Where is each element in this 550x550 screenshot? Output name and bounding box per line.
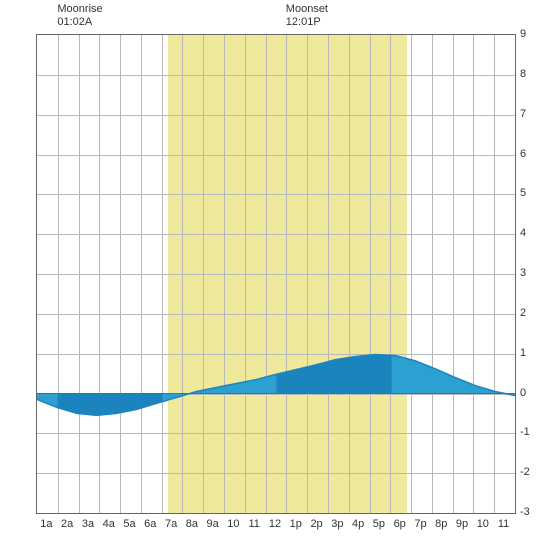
x-tick: 5a xyxy=(123,518,135,530)
y-tick: 7 xyxy=(520,108,526,120)
x-tick: 4p xyxy=(352,518,364,530)
x-tick: 3a xyxy=(82,518,94,530)
y-tick: 2 xyxy=(520,307,526,319)
moonrise-label: Moonrise 01:02A xyxy=(57,3,102,29)
x-tick: 5p xyxy=(373,518,385,530)
x-tick: 8p xyxy=(435,518,447,530)
y-tick: 9 xyxy=(520,28,526,40)
y-tick: 0 xyxy=(520,387,526,399)
moonset-label: Moonset 12:01P xyxy=(286,3,328,29)
x-tick: 9p xyxy=(456,518,468,530)
x-tick: 6a xyxy=(144,518,156,530)
x-tick: 11 xyxy=(498,518,509,530)
moonrise-title: Moonrise xyxy=(57,3,102,16)
x-tick: 4a xyxy=(103,518,115,530)
tide-curve xyxy=(37,35,515,513)
y-tick: 1 xyxy=(520,347,526,359)
y-tick: -3 xyxy=(520,506,530,518)
x-tick: 10 xyxy=(477,518,489,530)
x-tick: 11 xyxy=(248,518,259,530)
y-tick: 6 xyxy=(520,148,526,160)
y-tick: -2 xyxy=(520,466,530,478)
moonset-time: 12:01P xyxy=(286,16,328,29)
x-tick: 1a xyxy=(40,518,52,530)
y-tick: 5 xyxy=(520,187,526,199)
moonrise-time: 01:02A xyxy=(57,16,102,29)
x-tick: 2a xyxy=(61,518,73,530)
x-tick: 7p xyxy=(414,518,426,530)
y-tick: 3 xyxy=(520,267,526,279)
y-tick: 8 xyxy=(520,68,526,80)
x-tick: 3p xyxy=(331,518,343,530)
plot-area xyxy=(36,34,516,514)
tide-chart: Moonrise 01:02A Moonset 12:01P -3-2-1012… xyxy=(0,0,550,550)
x-tick: 9a xyxy=(207,518,219,530)
x-tick: 7a xyxy=(165,518,177,530)
x-tick: 8a xyxy=(186,518,198,530)
x-tick: 10 xyxy=(227,518,239,530)
x-tick: 1p xyxy=(290,518,302,530)
moonset-title: Moonset xyxy=(286,3,328,16)
y-tick: 4 xyxy=(520,227,526,239)
x-tick: 12 xyxy=(269,518,281,530)
x-tick: 2p xyxy=(310,518,322,530)
y-tick: -1 xyxy=(520,426,530,438)
x-tick: 6p xyxy=(394,518,406,530)
